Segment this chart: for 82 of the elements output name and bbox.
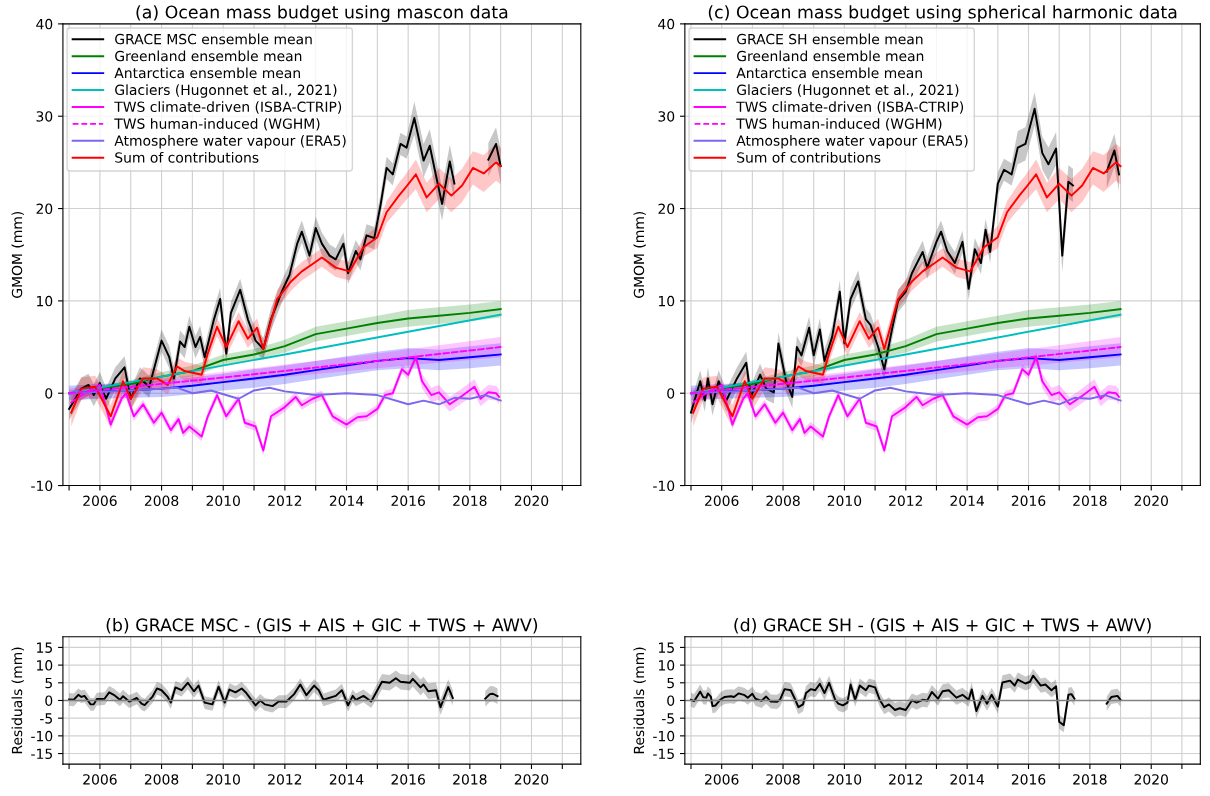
chart-title: (b) GRACE MSC - (GIS + AIS + GIC + TWS + AWV) — [106, 618, 538, 634]
x-tick-label: 2020 — [1134, 774, 1168, 785]
y-tick-label: 10 — [37, 660, 53, 671]
x-tick-label: 2018 — [1073, 495, 1107, 507]
y-tick-label: 15 — [37, 642, 52, 653]
y-tick-label: -10 — [653, 480, 675, 492]
x-tick-label: 2014 — [329, 774, 364, 785]
y-tick-label: -10 — [653, 730, 675, 742]
y-tick-label: -5 — [40, 713, 52, 724]
x-tick-label: 2018 — [453, 495, 487, 507]
chart-title: (c) Ocean mass budget using spherical harmonic data — [708, 5, 1177, 22]
x-tick-label: 2010 — [827, 495, 862, 507]
y-tick-label: 0 — [45, 388, 53, 399]
y-tick-label: -10 — [31, 480, 53, 492]
x-tick-label: 2012 — [889, 495, 923, 507]
x-tick-label: 2008 — [144, 495, 179, 507]
legend-label: TWS human-induced (WGHM) — [736, 118, 942, 131]
legend-label: TWS human-induced (WGHM) — [114, 118, 320, 131]
legend-label: Antarctica ensemble mean — [736, 67, 922, 79]
x-tick-label: 2020 — [514, 495, 549, 507]
legend-label: Glaciers (Hugonnet et al., 2021) — [115, 84, 337, 98]
legend-label: TWS climate-driven (ISBA-CTRIP) — [114, 101, 342, 114]
y-axis-title: GMOM (mm) — [11, 211, 24, 298]
y-tick-label: -10 — [31, 730, 53, 742]
x-tick-label: 2012 — [268, 495, 302, 507]
x-tick-label: 2020 — [514, 774, 549, 785]
x-tick-label: 2020 — [1134, 495, 1168, 507]
y-tick-label: 40 — [658, 18, 675, 30]
x-tick-label: 2008 — [144, 774, 179, 785]
y-tick-label: 20 — [36, 203, 53, 215]
x-tick-label: 2008 — [766, 495, 800, 507]
x-tick-label: 2006 — [705, 774, 739, 785]
x-tick-label: 2016 — [391, 774, 425, 785]
x-tick-label: 2010 — [206, 495, 240, 507]
y-tick-label: 5 — [45, 677, 52, 689]
x-tick-label: 2016 — [1011, 495, 1046, 507]
x-tick-label: 2012 — [268, 774, 302, 785]
x-tick-label: 2016 — [391, 495, 425, 507]
x-tick-label: 2014 — [329, 495, 364, 507]
chart-title: (d) GRACE SH - (GIS + AIS + GIC + TWS + AWV) — [734, 618, 1151, 634]
legend-label: Glaciers (Hugonnet et al., 2021) — [737, 84, 959, 98]
y-tick-label: 30 — [658, 111, 675, 122]
legend-label: GRACE MSC ensemble mean — [115, 33, 312, 45]
y-tick-label: 0 — [667, 388, 675, 399]
legend-label: Sum of contributions — [737, 152, 881, 163]
x-tick-label: 2014 — [950, 774, 985, 785]
y-axis-title: Residuals (mm) — [11, 647, 24, 754]
x-tick-label: 2016 — [1011, 774, 1046, 785]
x-tick-label: 2014 — [950, 495, 985, 507]
legend-label: Sum of contributions — [115, 152, 259, 163]
x-tick-label: 2006 — [83, 495, 117, 507]
x-tick-label: 2008 — [766, 774, 800, 785]
chart-title: (a) Ocean mass budget using mascon data — [136, 5, 508, 22]
legend-label: GRACE SH ensemble mean — [737, 33, 923, 45]
y-tick-label: 30 — [36, 111, 53, 122]
y-tick-label: 10 — [37, 295, 53, 307]
y-axis-title: GMOM (mm) — [633, 211, 646, 298]
y-tick-label: 0 — [667, 695, 675, 706]
y-tick-label: 10 — [658, 660, 675, 671]
legend-label: Atmosphere water vapour (ERA5) — [114, 135, 346, 149]
y-tick-label: 10 — [658, 295, 675, 307]
y-tick-label: 40 — [36, 18, 53, 30]
legend-label: Greenland ensemble mean — [737, 50, 924, 62]
legend-label: Atmosphere water vapour (ERA5) — [736, 135, 968, 149]
y-tick-label: 0 — [45, 695, 53, 706]
legend-label: Greenland ensemble mean — [115, 50, 302, 62]
x-tick-label: 2010 — [206, 774, 240, 785]
y-tick-label: 15 — [658, 642, 674, 653]
x-tick-label: 2012 — [889, 774, 923, 785]
x-tick-label: 2006 — [705, 495, 739, 507]
x-tick-label: 2006 — [83, 774, 117, 785]
y-tick-label: -15 — [31, 748, 52, 760]
legend-label: TWS climate-driven (ISBA-CTRIP) — [736, 101, 964, 114]
y-tick-label: -5 — [661, 713, 674, 724]
y-tick-label: -15 — [653, 748, 674, 760]
y-tick-label: 5 — [667, 677, 674, 689]
x-tick-label: 2018 — [453, 774, 487, 785]
x-tick-label: 2010 — [827, 774, 862, 785]
y-tick-label: 20 — [658, 203, 675, 215]
y-axis-title: Residuals (mm) — [633, 647, 646, 754]
x-tick-label: 2018 — [1073, 774, 1107, 785]
legend-label: Antarctica ensemble mean — [114, 67, 300, 79]
